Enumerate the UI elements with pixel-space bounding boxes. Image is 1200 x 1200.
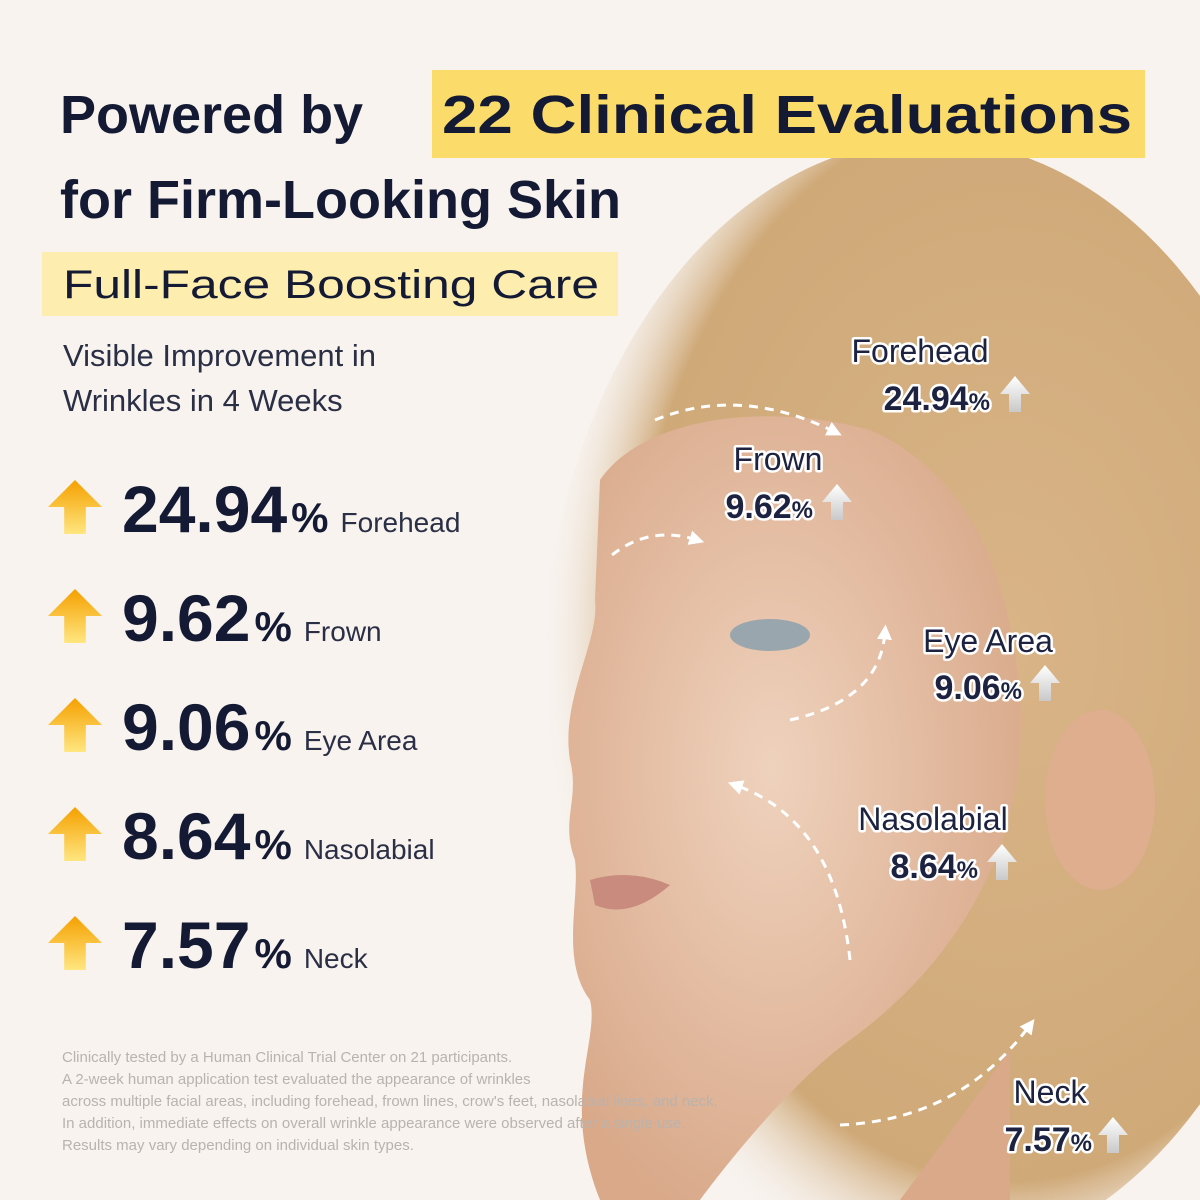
- face-unit: %: [969, 389, 990, 416]
- stat-value: 9.06: [122, 690, 250, 764]
- stat-unit: %: [254, 603, 291, 650]
- up-arrow: [822, 484, 852, 520]
- stat: 7.57% Neck: [122, 908, 369, 982]
- stat-area: Forehead: [341, 507, 461, 538]
- stat-area: Eye Area: [304, 725, 418, 756]
- guide-arrows: [611, 403, 1035, 1127]
- stat: 9.62% Frown: [122, 581, 382, 655]
- face-area: Eye Area: [923, 623, 1053, 659]
- stat-unit: %: [254, 930, 291, 977]
- face-unit: %: [957, 857, 978, 884]
- title-line2: for Firm-Looking Skin: [60, 170, 621, 230]
- face-area: Nasolabial: [858, 801, 1007, 837]
- up-arrow: [987, 844, 1017, 880]
- stat-value: 24.94: [122, 472, 287, 546]
- face-unit: %: [1071, 1130, 1092, 1157]
- face-value: 9.06: [934, 669, 1000, 707]
- footnote-line: In addition, immediate effects on overal…: [62, 1115, 685, 1132]
- up-arrow: [1000, 376, 1030, 412]
- face-value: 24.94: [884, 380, 969, 418]
- title-highlight: [432, 70, 1145, 158]
- intro-line: Wrinkles in 4 Weeks: [63, 383, 343, 418]
- face-stat: 24.94%: [884, 380, 990, 418]
- up-arrow: [1030, 665, 1060, 701]
- stat-unit: %: [254, 712, 291, 759]
- up-arrow: [48, 807, 102, 861]
- stat-unit: %: [291, 494, 328, 541]
- face-area: Frown: [734, 441, 823, 477]
- face-stat: 7.57%: [1004, 1121, 1092, 1159]
- footnote-line: A 2-week human application test evaluate…: [62, 1071, 531, 1088]
- stats-list: 24.94% Forehead 9.62% Frown 9.06% Eye Area 8.6…: [48, 472, 460, 982]
- face-unit: %: [1001, 678, 1022, 705]
- footnote-line: Results may vary depending on individual…: [62, 1137, 414, 1154]
- face-area: Neck: [1014, 1074, 1088, 1110]
- face-labels: Forehead 24.94% Frown 9.62% Eye Area 9.06% Nas…: [723, 331, 1128, 1162]
- footnote-line: across multiple facial areas, including …: [62, 1093, 718, 1110]
- footnote: Clinically tested by a Human Clinical Tr…: [62, 1049, 718, 1154]
- stat-unit: %: [254, 821, 291, 868]
- stat: 24.94% Forehead: [122, 472, 460, 546]
- face-unit: %: [792, 497, 813, 524]
- stat-value: 9.62: [122, 581, 250, 655]
- up-arrow: [48, 589, 102, 643]
- face-stat: 9.62%: [725, 488, 813, 526]
- intro-line: Visible Improvement in: [63, 338, 376, 373]
- up-arrow: [48, 916, 102, 970]
- face-stat: 9.06%: [934, 669, 1022, 707]
- stat: 9.06% Eye Area: [122, 690, 418, 764]
- up-arrow: [48, 698, 102, 752]
- face-value: 9.62: [725, 488, 791, 526]
- up-arrow: [48, 480, 102, 534]
- stat-area: Frown: [304, 616, 382, 647]
- stat-value: 7.57: [122, 908, 250, 982]
- stat: 8.64% Nasolabial: [122, 799, 435, 873]
- title-prefix: Powered by: [60, 85, 363, 145]
- face-area: Forehead: [852, 333, 989, 369]
- stat-area: Neck: [304, 943, 369, 974]
- face-value: 7.57: [1004, 1121, 1070, 1159]
- subtitle: Full-Face Boosting Care: [63, 263, 599, 307]
- face-value: 8.64: [890, 848, 956, 886]
- stat-area: Nasolabial: [304, 834, 435, 865]
- title-highlight-text: 22 Clinical Evaluations: [442, 85, 1132, 145]
- footnote-line: Clinically tested by a Human Clinical Tr…: [62, 1049, 512, 1066]
- title-line1: Powered by 22 Clinical Evaluations: [60, 85, 1132, 145]
- subtitle-box: [42, 252, 618, 316]
- up-arrow: [1098, 1117, 1128, 1153]
- stat-value: 8.64: [122, 799, 251, 873]
- face-stat: 8.64%: [890, 848, 978, 886]
